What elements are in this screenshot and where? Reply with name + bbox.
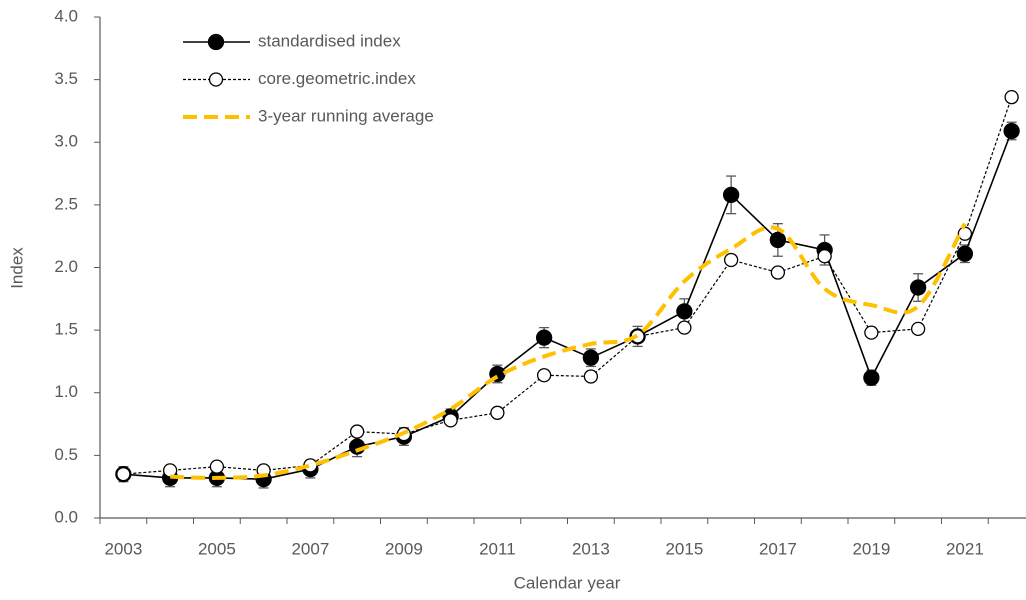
series-line — [170, 222, 967, 480]
x-tick-label: 2017 — [759, 539, 797, 558]
marker — [864, 325, 879, 340]
y-tick-label: 0.0 — [54, 507, 78, 526]
x-tick-label: 2009 — [385, 539, 423, 558]
legend-marker — [208, 72, 224, 87]
marker — [677, 320, 692, 335]
series-line — [123, 130, 1013, 480]
marker — [863, 369, 880, 386]
x-tick-label: 2013 — [572, 539, 610, 558]
y-tick-label: 2.5 — [54, 194, 78, 213]
marker — [909, 279, 927, 296]
y-tick-label: 3.0 — [54, 132, 78, 151]
y-tick-label: 4.0 — [54, 6, 78, 25]
x-tick-label: 2021 — [946, 539, 984, 558]
x-tick-label: 2005 — [198, 539, 236, 558]
marker — [536, 368, 552, 383]
x-tick-label: 2007 — [291, 539, 329, 558]
marker — [676, 303, 693, 320]
marker — [116, 467, 131, 482]
marker — [582, 349, 600, 366]
y-axis-title: Index — [7, 247, 26, 289]
legend-label: standardised index — [258, 31, 401, 50]
marker — [443, 413, 458, 428]
marker — [770, 265, 786, 280]
x-tick-label: 2011 — [479, 539, 516, 558]
legend-label: core.geometric.index — [258, 69, 416, 88]
x-tick-label: 2019 — [852, 539, 890, 558]
marker — [1003, 122, 1020, 140]
legend-marker — [207, 33, 225, 51]
marker — [723, 252, 739, 268]
y-tick-label: 3.5 — [54, 69, 78, 88]
marker — [817, 249, 832, 264]
y-tick-label: 1.0 — [54, 382, 78, 401]
marker — [583, 369, 599, 384]
y-tick-label: 1.5 — [54, 320, 78, 339]
marker — [209, 459, 225, 474]
x-tick-label: 2003 — [104, 539, 142, 558]
y-tick-label: 2.0 — [54, 257, 78, 276]
marker — [769, 231, 787, 249]
marker — [956, 245, 974, 262]
marker — [957, 226, 973, 241]
marker — [535, 329, 553, 346]
legend-label: 3-year running average — [258, 106, 434, 125]
marker — [349, 424, 365, 439]
y-tick-label: 0.5 — [54, 445, 78, 464]
marker — [722, 186, 740, 204]
x-tick-label: 2015 — [665, 539, 703, 558]
series-line — [123, 96, 1013, 475]
marker — [1004, 90, 1019, 105]
x-axis-title: Calendar year — [514, 573, 621, 592]
marker — [490, 405, 505, 420]
marker — [910, 321, 926, 337]
